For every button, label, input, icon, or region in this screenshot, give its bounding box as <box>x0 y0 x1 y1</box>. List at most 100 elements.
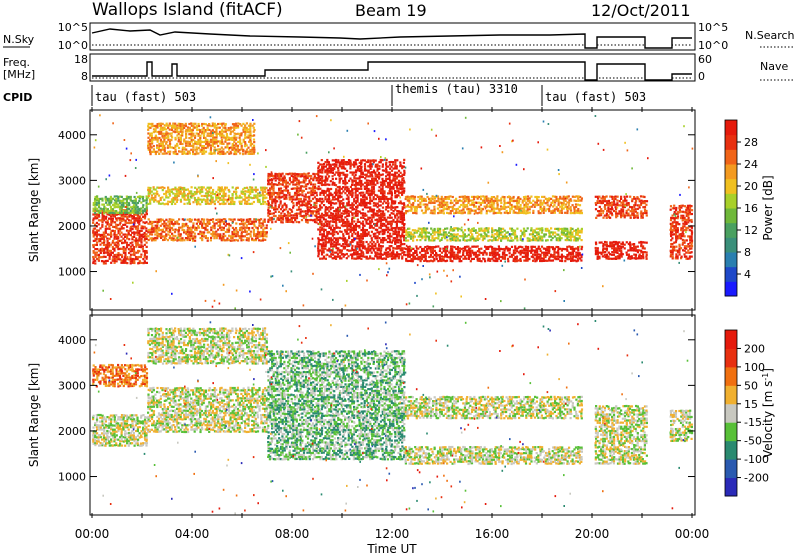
power-cell <box>444 207 447 210</box>
power-cell <box>234 238 237 242</box>
power-cell <box>334 160 338 164</box>
power-cell <box>228 196 231 199</box>
power-cell <box>227 222 230 225</box>
power-cell <box>526 253 529 256</box>
power-cell <box>491 201 494 204</box>
power-cell <box>129 212 132 215</box>
power-cell <box>460 195 463 198</box>
power-cell <box>333 230 336 233</box>
power-cell <box>449 202 452 205</box>
power-cell <box>268 179 272 182</box>
power-cell <box>319 171 322 174</box>
power-cell <box>560 249 563 252</box>
power-cell <box>349 230 352 233</box>
power-cell <box>267 212 270 215</box>
power-cell <box>265 232 268 235</box>
power-cell <box>333 228 336 231</box>
power-cell <box>96 241 99 244</box>
power-cell <box>256 228 259 231</box>
power-cell <box>526 255 529 258</box>
power-cell <box>190 194 193 197</box>
power-cell <box>462 247 465 250</box>
power-cell <box>304 195 308 198</box>
power-cell <box>101 217 104 220</box>
power-cell <box>490 208 493 211</box>
power-cell <box>188 140 191 144</box>
power-cell <box>152 145 155 148</box>
power-cell <box>245 136 249 139</box>
power-cell <box>285 204 288 207</box>
power-cell <box>192 194 195 197</box>
power-cell <box>401 191 404 194</box>
power-cell <box>408 199 411 202</box>
power-cell <box>362 242 365 246</box>
power-cell <box>158 229 161 232</box>
power-cell <box>104 231 107 234</box>
power-cell <box>104 235 107 238</box>
power-cell <box>190 218 193 221</box>
power-cell <box>190 148 193 151</box>
power-cell <box>315 179 318 182</box>
power-cell <box>281 215 284 218</box>
nsearch-trace <box>92 44 692 49</box>
power-cell <box>570 257 573 260</box>
power-cell <box>367 210 370 213</box>
power-cell <box>340 159 343 162</box>
power-cell <box>527 245 530 249</box>
power-cell <box>444 201 447 204</box>
power-cell <box>487 197 490 200</box>
power-cell <box>206 132 209 135</box>
power-cell <box>371 220 374 223</box>
power-cell <box>344 230 347 233</box>
power-cell <box>115 246 118 249</box>
power-cell <box>172 222 175 225</box>
power-cell <box>258 220 261 223</box>
power-cell <box>183 138 186 141</box>
power-cell <box>580 259 583 262</box>
power-cell <box>347 232 350 235</box>
power-cell <box>349 225 352 228</box>
power-cell <box>140 235 143 238</box>
power-cell <box>433 208 436 211</box>
power-cell <box>312 185 315 188</box>
power-cell <box>253 146 256 149</box>
power-cell <box>127 244 130 247</box>
power-cell <box>392 253 395 256</box>
power-cell <box>222 134 225 137</box>
power-cell <box>404 195 408 199</box>
power-cell <box>338 220 341 223</box>
power-cell <box>395 165 398 168</box>
power-cell <box>194 148 197 151</box>
power-cell <box>335 208 338 211</box>
power-cell <box>360 182 363 185</box>
power-cell <box>345 175 348 178</box>
power-cell <box>509 195 512 199</box>
power-cell <box>365 191 368 194</box>
power-cell <box>117 223 120 227</box>
power-cell <box>150 138 153 141</box>
power-cell <box>430 259 433 262</box>
power-cell <box>358 253 361 256</box>
power-cell <box>429 197 432 200</box>
power-cell <box>331 181 335 184</box>
power-cell <box>397 169 401 172</box>
power-cell <box>183 196 186 199</box>
power-cell <box>354 247 357 250</box>
power-cell <box>465 195 468 199</box>
power-cell <box>401 183 404 186</box>
power-cell <box>401 202 404 205</box>
power-cell <box>105 221 108 224</box>
power-cell <box>101 256 104 259</box>
power-cell <box>360 187 363 190</box>
power-cell <box>489 204 492 207</box>
power-cell <box>390 216 393 219</box>
power-cell <box>395 224 398 227</box>
power-cell <box>372 181 375 184</box>
power-cell <box>328 183 331 186</box>
power-cell <box>431 209 434 212</box>
power-cell <box>272 191 276 194</box>
power-cell <box>224 234 227 237</box>
power-cell <box>481 201 484 204</box>
power-cell <box>368 216 372 219</box>
power-cell <box>564 256 567 259</box>
